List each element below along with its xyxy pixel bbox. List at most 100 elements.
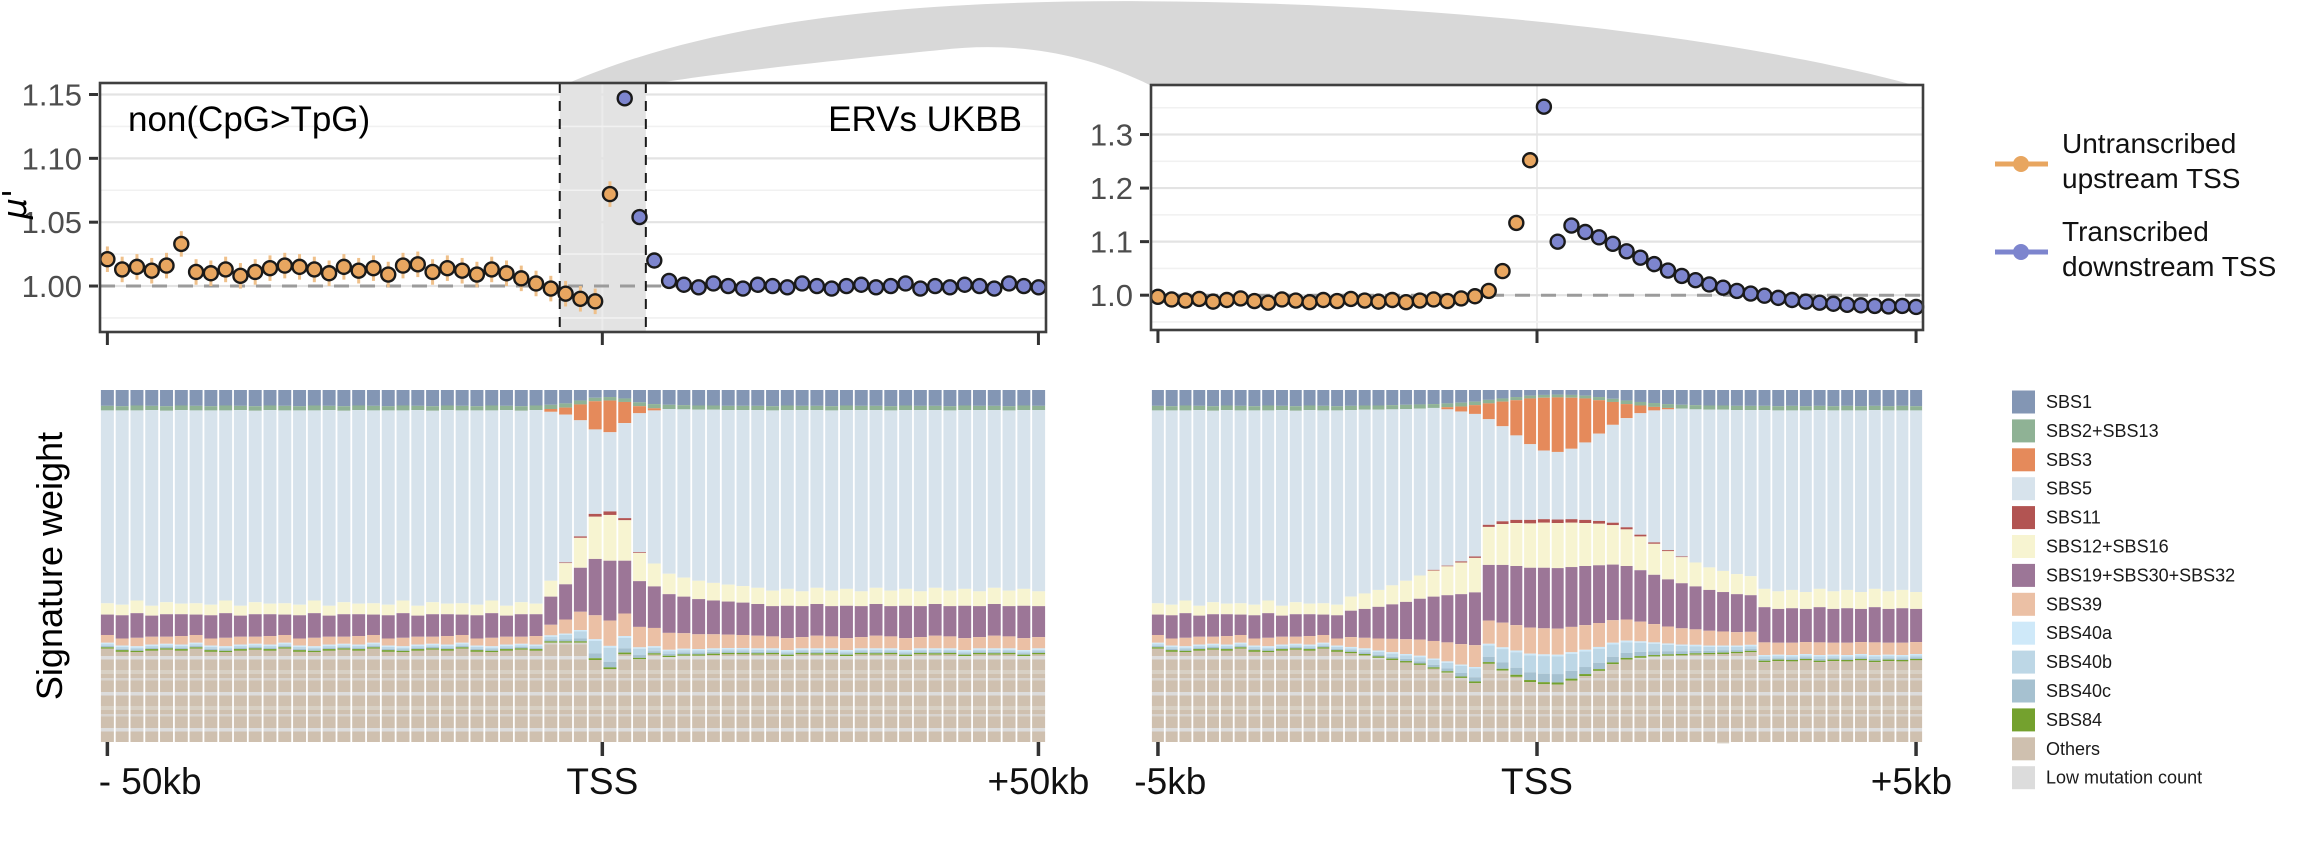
bar-segment-sbs84 [1772,659,1785,662]
bar-segment-sbs2+sbs13 [1799,406,1812,411]
bar-segment-sbs40c [618,648,632,653]
bar-segment-sbs2+sbs13 [1565,394,1578,398]
bar-segment-sbs84 [928,653,942,655]
bar-segment-others [337,649,351,742]
y-axis-title-signature-weight: Signature weight [29,432,70,700]
bar-segment-sbs12+sbs16 [1730,574,1743,595]
bar-segment-sbs19+sbs30+sbs32 [1468,592,1481,646]
bar-segment-sbs3 [588,401,602,430]
bar-segment-sbs39 [130,637,144,647]
bar-segment-others [1427,668,1440,742]
bar-segment-sbs12+sbs16 [1248,604,1261,616]
bar-segment-sbs39 [145,636,159,645]
bar-segment-sbs40a [1537,654,1550,657]
bar-segment-sbs40b [736,649,750,652]
bar-segment-sbs19+sbs30+sbs32 [1032,606,1046,638]
bar-segment-sbs12+sbs16 [1510,523,1523,566]
legend-label: SBS2+SBS13 [2046,421,2159,441]
bar-segment-sbs1 [1275,390,1288,406]
bar-segment-sbs40b [618,637,632,649]
bar-segment-sbs11 [588,513,602,517]
bar-segment-sbs12+sbs16 [544,580,558,597]
bar-segment-sbs2+sbs13 [1165,406,1178,411]
bar-segment-others [1400,662,1413,742]
data-point-untranscribed [513,270,530,287]
bar-segment-sbs84 [795,652,809,655]
bar-segment-sbs2+sbs13 [588,397,602,402]
mu-plot-right: 1.31.21.11.0 [1090,83,1925,343]
data-point-transcribed [1894,297,1911,315]
bar-segment-sbs40c [854,651,868,653]
x-tick-label: TSS [566,761,638,802]
bar-segment-others [322,650,336,742]
bar-segment-sbs2+sbs13 [514,406,528,411]
bar-segment-sbs11 [1648,542,1661,544]
bar-segment-sbs40b [1179,647,1192,650]
bar-segment-sbs84 [381,650,395,652]
bar-segment-sbs19+sbs30+sbs32 [485,613,499,638]
bar-segment-sbs40b [174,645,188,648]
bar-segment-sbs19+sbs30+sbs32 [470,615,484,639]
bar-segment-others [1289,649,1302,742]
bar-segment-sbs40a [100,642,114,645]
bar-segment-sbs12+sbs16 [1372,589,1385,607]
bar-segment-sbs40b [1551,656,1564,675]
bar-segment-sbs1 [706,390,720,406]
bar-segment-sbs5 [544,411,558,581]
bar-segment-sbs39 [1207,636,1220,644]
bar-segment-sbs84 [174,649,188,651]
bar-segment-others [1468,683,1481,742]
bar-segment-sbs40a [1717,645,1730,647]
bar-segment-others [1799,660,1812,742]
bar-segment-sbs40b [1537,656,1550,674]
bar-segment-sbs39 [1413,639,1426,656]
bar-segment-sbs84 [1799,658,1812,661]
bar-segment-sbs19+sbs30+sbs32 [307,613,321,638]
bar-segment-sbs40c [780,653,794,655]
data-point-transcribed [853,276,870,293]
bar-segment-sbs40b [1620,642,1633,653]
bar-segment-sbs1 [1910,390,1923,407]
bar-segment-others [426,649,440,742]
bar-segment-sbs40b [913,649,927,652]
bar-segment-sbs12+sbs16 [1772,591,1785,609]
data-point-transcribed [1907,298,1925,316]
bar-segment-sbs84 [278,647,292,649]
bar-segment-sbs84 [1854,658,1867,661]
bar-segment-sbs40a [1772,654,1785,657]
bar-segment-sbs12+sbs16 [396,600,410,614]
bar-segment-sbs39 [1032,637,1046,649]
bar-segment-sbs2+sbs13 [839,405,853,411]
bar-segment-sbs5 [1468,413,1481,557]
bar-segment-sbs5 [692,409,706,581]
bar-segment-sbs19+sbs30+sbs32 [692,599,706,635]
bar-segment-sbs5 [278,410,292,604]
data-point-untranscribed [1425,291,1442,308]
bar-segment-sbs84 [130,650,144,653]
bar-segment-sbs5 [1703,409,1716,568]
bar-segment-sbs2+sbs13 [160,406,174,411]
bar-segment-others [1248,651,1261,742]
bar-segment-sbs19+sbs30+sbs32 [233,615,247,637]
bar-segment-sbs84 [1620,657,1633,660]
bar-segment-sbs39 [1317,634,1330,643]
bar-segment-sbs40c [1910,657,1923,659]
bar-segment-sbs19+sbs30+sbs32 [1537,567,1550,629]
bar-segment-sbs12+sbs16 [322,605,336,616]
bar-segment-others [1689,654,1702,742]
bar-segment-sbs19+sbs30+sbs32 [1344,610,1357,638]
data-point-transcribed [1604,235,1622,252]
bar-segment-sbs40b [1482,645,1495,657]
bar-segment-sbs84 [440,649,454,651]
bar-segment-others [440,650,454,742]
bar-segment-sbs12+sbs16 [1358,593,1371,609]
bar-segment-sbs39 [1331,638,1344,646]
bar-segment-sbs40a [795,648,809,650]
bar-segment-sbs40c [795,651,809,653]
bar-segment-sbs1 [1331,390,1344,407]
bar-segment-sbs5 [1400,409,1413,581]
bar-segment-sbs1 [1827,390,1840,407]
bar-segment-sbs40c [1413,661,1426,664]
bar-segment-sbs40a [692,649,706,651]
bar-segment-sbs5 [1772,410,1785,592]
